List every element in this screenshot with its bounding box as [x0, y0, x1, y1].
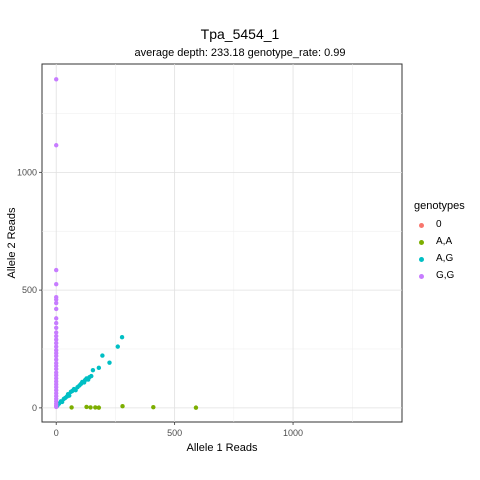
data-point-gg: [54, 143, 59, 148]
data-point-gg: [54, 306, 59, 312]
y-axis-label: Allele 2 Reads: [6, 207, 18, 278]
x-tick-label: 1000: [283, 428, 303, 438]
chart-title: Tpa_5454_1: [200, 26, 280, 42]
data-point-aa: [93, 405, 98, 410]
legend-key: [414, 252, 428, 266]
legend-key: [414, 235, 428, 249]
data-point-aa: [193, 405, 199, 410]
data-point-gg: [54, 340, 59, 346]
data-point-gg: [54, 357, 59, 362]
data-point-ag: [67, 393, 72, 398]
plot-panel: [41, 63, 403, 423]
legend-item: A,A: [414, 233, 465, 250]
legend-key: [414, 218, 428, 232]
x-tick-label: 500: [167, 428, 182, 438]
legend: genotypes 0 A,A A,G G,G: [414, 200, 465, 284]
y-tick-label: 500: [22, 285, 37, 295]
data-point-ag: [100, 353, 105, 358]
data-point-gg: [54, 388, 59, 393]
legend-label: G,G: [436, 270, 455, 281]
data-point-ag: [119, 335, 125, 340]
legend-key: [414, 269, 428, 283]
data-point-gg: [54, 333, 59, 339]
data-point-ag: [89, 373, 94, 379]
data-point-gg: [54, 373, 59, 378]
data-point-gg: [54, 404, 59, 410]
legend-item: A,G: [414, 250, 465, 267]
legend-title: genotypes: [414, 200, 465, 212]
legend-item: 0: [414, 216, 465, 233]
axis-ticks: 0 500 1000 0 500 1000: [17, 167, 303, 438]
data-point-gg: [54, 366, 59, 372]
data-point-ag: [90, 367, 96, 373]
data-point-gg: [54, 282, 59, 287]
y-tick-label: 1000: [17, 167, 37, 177]
data-point-gg: [54, 337, 59, 342]
legend-dot: [419, 239, 424, 245]
data-point-gg: [54, 297, 59, 302]
legend-label: A,A: [436, 236, 453, 247]
data-point-ag: [96, 365, 102, 371]
data-point-ag: [107, 360, 112, 365]
legend-item: G,G: [414, 267, 465, 284]
data-point-gg: [54, 300, 59, 306]
legend-dot: [419, 222, 424, 228]
data-point-aa: [84, 404, 89, 410]
x-axis-label: Allele 1 Reads: [187, 442, 258, 454]
x-tick-label: 0: [54, 428, 59, 438]
chart-subtitle: average depth: 233.18 genotype_rate: 0.9…: [134, 47, 346, 59]
data-point-aa: [88, 405, 93, 410]
data-point-gg: [54, 320, 59, 326]
data-point-aa: [120, 404, 125, 409]
data-point-gg: [54, 376, 59, 381]
data-point-gg: [54, 363, 59, 369]
data-point-gg: [54, 353, 59, 359]
data-point-aa: [151, 404, 156, 410]
legend-label: A,G: [436, 253, 454, 264]
data-point-gg: [54, 344, 59, 349]
data-points: [54, 77, 199, 410]
legend-dot: [419, 273, 424, 279]
data-point-gg: [54, 316, 59, 321]
data-point-gg: [54, 384, 59, 390]
data-point-aa: [96, 405, 102, 410]
data-point-ag: [115, 344, 120, 349]
legend-label: 0: [436, 219, 442, 230]
legend-dot: [419, 256, 424, 262]
data-point-gg: [54, 325, 59, 330]
data-point-gg: [54, 77, 59, 82]
data-point-aa: [69, 405, 74, 410]
y-tick-label: 0: [32, 403, 37, 413]
data-point-gg: [54, 330, 59, 335]
data-point-gg: [54, 347, 59, 353]
data-point-gg: [54, 267, 59, 273]
